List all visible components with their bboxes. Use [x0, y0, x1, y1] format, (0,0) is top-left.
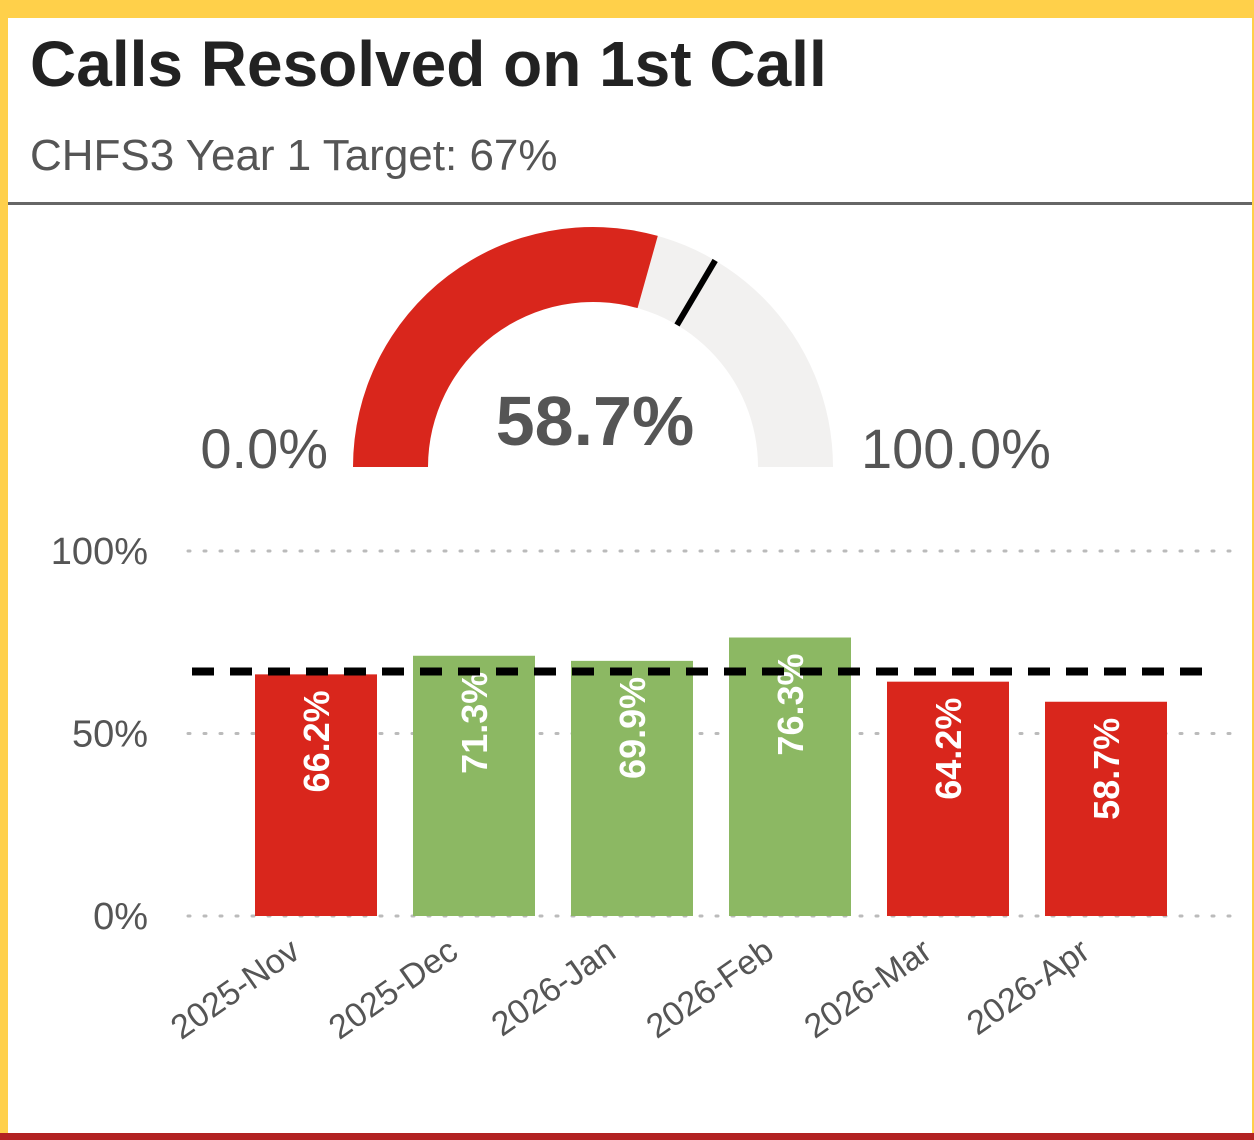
gauge-value-label: 58.7%: [496, 382, 694, 460]
y-tick-label: 100%: [51, 531, 148, 573]
data-label: 69.9%: [612, 677, 653, 779]
gauge-range-label: 100.0%: [861, 417, 1051, 480]
data-label: 66.2%: [296, 690, 337, 792]
bar: [255, 674, 377, 916]
bar: [413, 655, 535, 916]
bar: [729, 637, 851, 916]
data-label: 58.7%: [1086, 718, 1127, 820]
data-label: 64.2%: [928, 698, 969, 800]
y-tick-label: 50%: [72, 714, 148, 756]
bar: [1045, 701, 1167, 916]
y-tick-label: 0%: [93, 896, 148, 938]
data-label: 71.3%: [454, 672, 495, 774]
gauge-range-label: 0.0%: [200, 417, 328, 480]
bar: [571, 660, 693, 916]
gauge-target: [674, 258, 718, 327]
subtitle: CHFS3 Year 1 Target: 67%: [30, 131, 558, 180]
title: Calls Resolved on 1st Call: [30, 28, 827, 100]
gauge-value: [353, 227, 658, 467]
bottom-border: [0, 1133, 1254, 1140]
divider: [8, 202, 1252, 205]
bar: [887, 681, 1009, 916]
